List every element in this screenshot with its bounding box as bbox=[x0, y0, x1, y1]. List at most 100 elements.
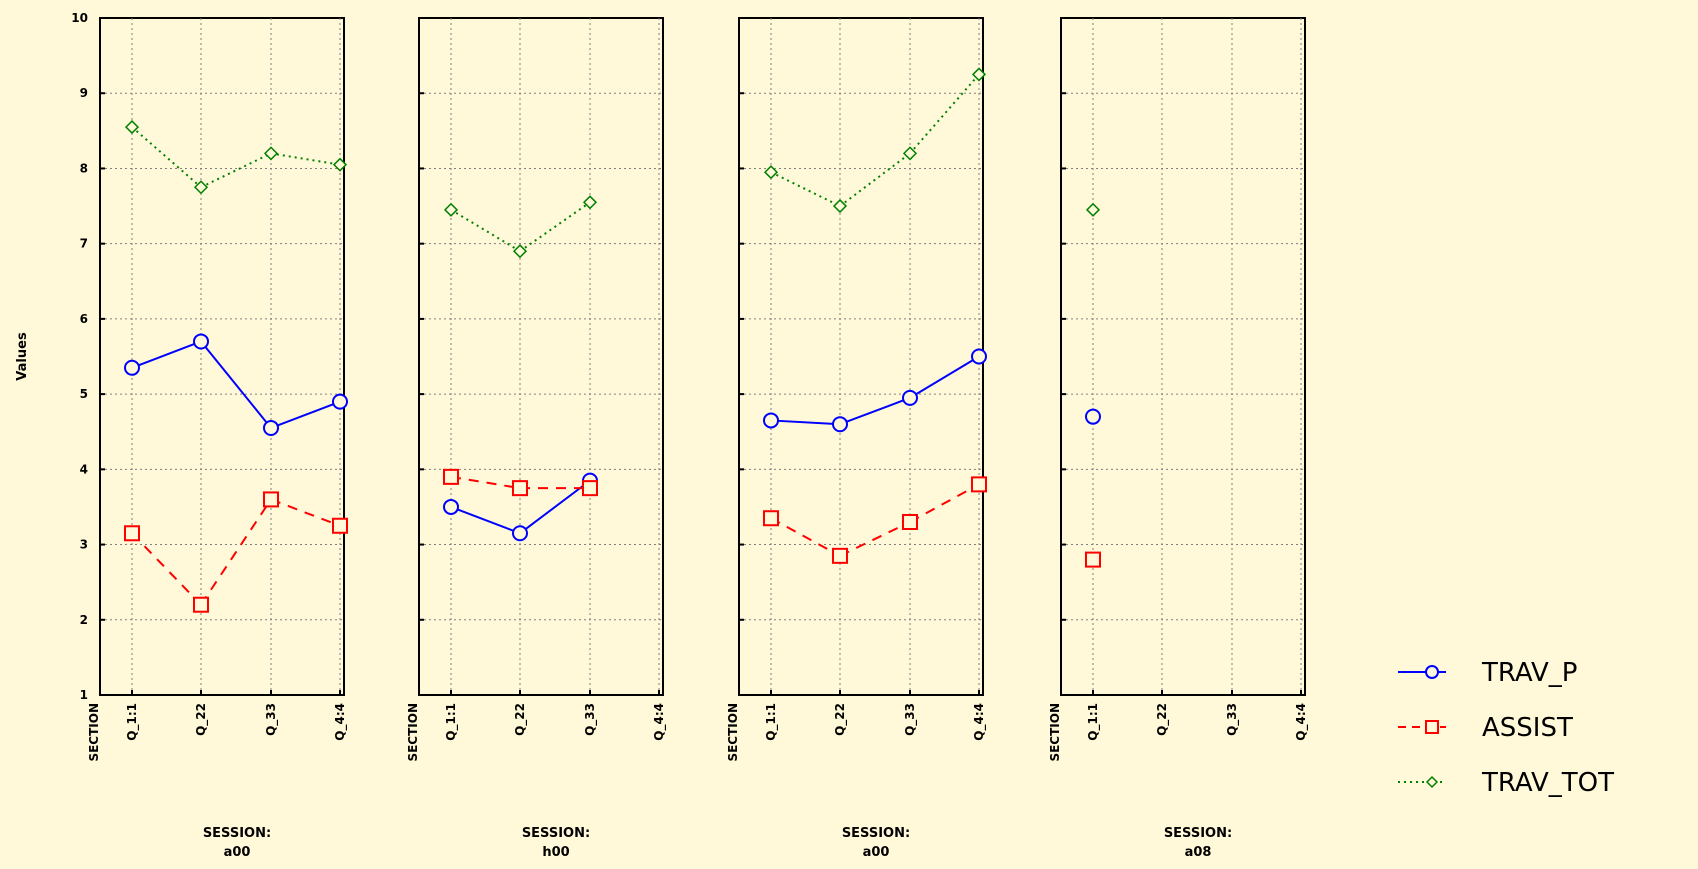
series-line-assist bbox=[200, 498, 272, 606]
x-tick-label: Q_4:4 bbox=[333, 703, 348, 741]
data-point-trav_p bbox=[332, 393, 348, 410]
data-point-assist bbox=[763, 510, 779, 527]
data-point-trav_p bbox=[832, 416, 848, 433]
panel-2: SECTION Q_1:1 Q_22 Q_33 Q_4:4 SESSION: h00 bbox=[406, 17, 667, 860]
data-point-assist bbox=[512, 480, 528, 497]
y-tick-label: 9 bbox=[80, 86, 88, 100]
x-axis-label: SECTION bbox=[87, 703, 101, 762]
x-tick-label: Q_33 bbox=[264, 703, 279, 736]
x-tick-label: Q_1:1 bbox=[125, 703, 140, 741]
panel-title-label: SESSION: bbox=[842, 826, 910, 841]
panel-title-session: a00 bbox=[224, 845, 251, 860]
series-line-assist bbox=[450, 475, 521, 490]
data-point-assist bbox=[443, 468, 459, 485]
x-tick-label: Q_4:4 bbox=[1294, 703, 1309, 741]
y-tick-label: 1 bbox=[80, 688, 88, 702]
x-tick-label: Q_22 bbox=[1155, 703, 1170, 736]
panel-title-label: SESSION: bbox=[1164, 826, 1232, 841]
data-point-trav_tot bbox=[263, 146, 279, 161]
series-line-trav_p bbox=[909, 355, 980, 399]
y-tick-label: 8 bbox=[80, 161, 88, 175]
series-line-trav_p bbox=[450, 506, 521, 535]
data-point-assist bbox=[832, 547, 848, 564]
legend-label-assist: ASSIST bbox=[1482, 713, 1573, 743]
series-line-trav_p bbox=[270, 400, 341, 429]
panel-frame bbox=[418, 17, 664, 696]
data-point-trav_p bbox=[263, 419, 279, 436]
x-tick-label: Q_22 bbox=[833, 703, 848, 736]
legend-marker-assist bbox=[1425, 720, 1439, 734]
data-point-assist bbox=[124, 525, 140, 542]
series-line-assist bbox=[839, 521, 911, 557]
data-point-trav_tot bbox=[1085, 202, 1101, 217]
legend-marker-trav_p bbox=[1425, 665, 1439, 679]
panel-title-label: SESSION: bbox=[203, 826, 271, 841]
data-point-trav_p bbox=[763, 412, 779, 429]
series-line-trav_p bbox=[200, 340, 272, 429]
panel-title-session: a00 bbox=[863, 845, 890, 860]
y-tick-label: 7 bbox=[80, 237, 88, 251]
series-line-trav_tot bbox=[770, 171, 841, 207]
legend-marker-trav_tot bbox=[1425, 775, 1439, 789]
legend: TRAV_P ASSIST TRAV_TOT bbox=[1398, 658, 1614, 798]
series-line-trav_p bbox=[519, 479, 591, 535]
x-axis-label: SECTION bbox=[1048, 703, 1062, 762]
x-axis-label: SECTION bbox=[726, 703, 740, 762]
data-point-trav_tot bbox=[763, 165, 779, 180]
panel-frame bbox=[1060, 17, 1306, 696]
legend-label-trav_p: TRAV_P bbox=[1481, 658, 1577, 688]
series-line-trav_p bbox=[131, 340, 202, 369]
x-tick-label: Q_1:1 bbox=[764, 703, 779, 741]
panel-1: SECTION Q_1:1 Q_22 Q_33 Q_4:4 SESSION: a00 bbox=[87, 17, 348, 860]
legend-label-trav_tot: TRAV_TOT bbox=[1481, 768, 1614, 798]
panel-frame bbox=[99, 17, 345, 696]
data-point-trav_tot bbox=[332, 157, 348, 172]
x-axis-label: SECTION bbox=[406, 703, 420, 762]
series-line-trav_tot bbox=[839, 152, 911, 207]
series-line-trav_p bbox=[839, 396, 911, 426]
data-point-assist bbox=[332, 517, 348, 534]
x-tick-label: Q_33 bbox=[1225, 703, 1240, 736]
data-point-trav_p bbox=[512, 525, 528, 542]
data-point-trav_tot bbox=[443, 202, 459, 217]
x-tick-label: Q_1:1 bbox=[1086, 703, 1101, 741]
data-point-trav_tot bbox=[512, 244, 528, 259]
y-tick-label: 5 bbox=[80, 387, 88, 401]
data-point-assist bbox=[902, 513, 918, 530]
panel-4: SECTION Q_1:1 Q_22 Q_33 Q_4:4 SESSION: a08 bbox=[1048, 17, 1309, 860]
data-point-trav_p bbox=[1085, 408, 1101, 425]
x-tick-label: Q_33 bbox=[903, 703, 918, 736]
y-tick-label: 6 bbox=[80, 312, 88, 326]
data-point-assist bbox=[263, 491, 279, 508]
x-tick-label: Q_22 bbox=[513, 703, 528, 736]
data-point-trav_p bbox=[193, 333, 209, 350]
data-point-assist bbox=[971, 476, 987, 493]
data-point-trav_tot bbox=[193, 180, 209, 195]
data-point-trav_tot bbox=[902, 146, 918, 161]
x-tick-label: Q_4:4 bbox=[972, 703, 987, 741]
x-tick-label: Q_33 bbox=[583, 703, 598, 736]
data-point-assist bbox=[193, 596, 209, 613]
data-point-assist bbox=[1085, 551, 1101, 568]
y-tick-label: 10 bbox=[71, 11, 88, 25]
y-axis-label: Values bbox=[15, 332, 30, 381]
series-line-assist bbox=[909, 483, 980, 523]
panel-title-label: SESSION: bbox=[522, 826, 590, 841]
y-tick-label: 2 bbox=[80, 613, 88, 627]
series-line-assist bbox=[270, 498, 341, 527]
series-line-trav_tot bbox=[450, 208, 521, 253]
x-tick-label: Q_4:4 bbox=[652, 703, 667, 741]
x-tick-label: Q_1:1 bbox=[444, 703, 459, 741]
y-tick-label: 3 bbox=[80, 538, 88, 552]
panel-title-session: h00 bbox=[542, 845, 569, 860]
y-tick-label: 4 bbox=[80, 462, 88, 476]
data-point-trav_p bbox=[902, 389, 918, 406]
series-line-trav_tot bbox=[200, 152, 272, 189]
series-line-trav_p bbox=[770, 419, 841, 426]
data-point-trav_p bbox=[971, 348, 987, 365]
data-point-trav_tot bbox=[832, 198, 848, 214]
data-point-trav_p bbox=[124, 359, 140, 376]
data-point-trav_p bbox=[443, 498, 459, 515]
